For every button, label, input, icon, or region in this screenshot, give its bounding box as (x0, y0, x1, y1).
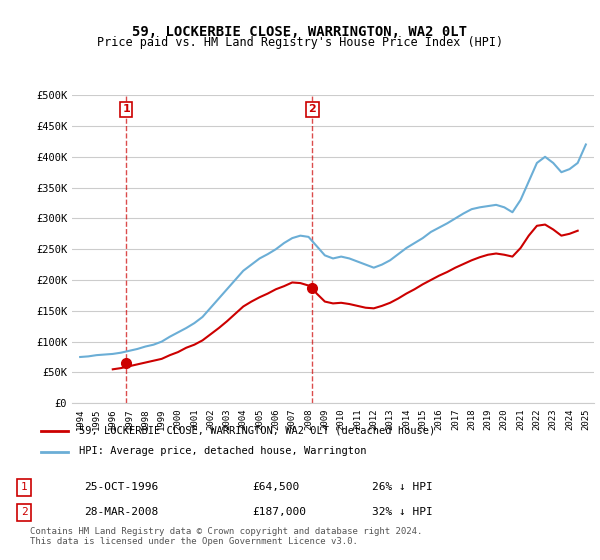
Text: 25-OCT-1996: 25-OCT-1996 (84, 482, 158, 492)
Text: 59, LOCKERBIE CLOSE, WARRINGTON, WA2 0LT: 59, LOCKERBIE CLOSE, WARRINGTON, WA2 0LT (133, 25, 467, 39)
Text: 59, LOCKERBIE CLOSE, WARRINGTON, WA2 0LT (detached house): 59, LOCKERBIE CLOSE, WARRINGTON, WA2 0LT… (79, 426, 435, 436)
Text: 2: 2 (20, 507, 28, 517)
Text: 32% ↓ HPI: 32% ↓ HPI (372, 507, 433, 517)
Text: Price paid vs. HM Land Registry's House Price Index (HPI): Price paid vs. HM Land Registry's House … (97, 36, 503, 49)
Text: £64,500: £64,500 (252, 482, 299, 492)
Text: 1: 1 (20, 482, 28, 492)
Text: £187,000: £187,000 (252, 507, 306, 517)
Text: 1: 1 (122, 104, 130, 114)
Text: 26% ↓ HPI: 26% ↓ HPI (372, 482, 433, 492)
Text: 28-MAR-2008: 28-MAR-2008 (84, 507, 158, 517)
Text: 2: 2 (308, 104, 316, 114)
Text: Contains HM Land Registry data © Crown copyright and database right 2024.
This d: Contains HM Land Registry data © Crown c… (30, 526, 422, 546)
Text: HPI: Average price, detached house, Warrington: HPI: Average price, detached house, Warr… (79, 446, 366, 456)
